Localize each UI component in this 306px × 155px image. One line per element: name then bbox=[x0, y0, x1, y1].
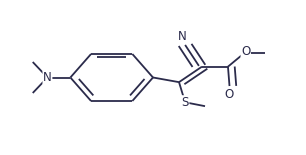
Text: O: O bbox=[225, 88, 234, 101]
Text: N: N bbox=[178, 30, 187, 43]
Text: N: N bbox=[43, 71, 52, 84]
Text: O: O bbox=[241, 45, 250, 58]
Text: S: S bbox=[181, 96, 189, 109]
